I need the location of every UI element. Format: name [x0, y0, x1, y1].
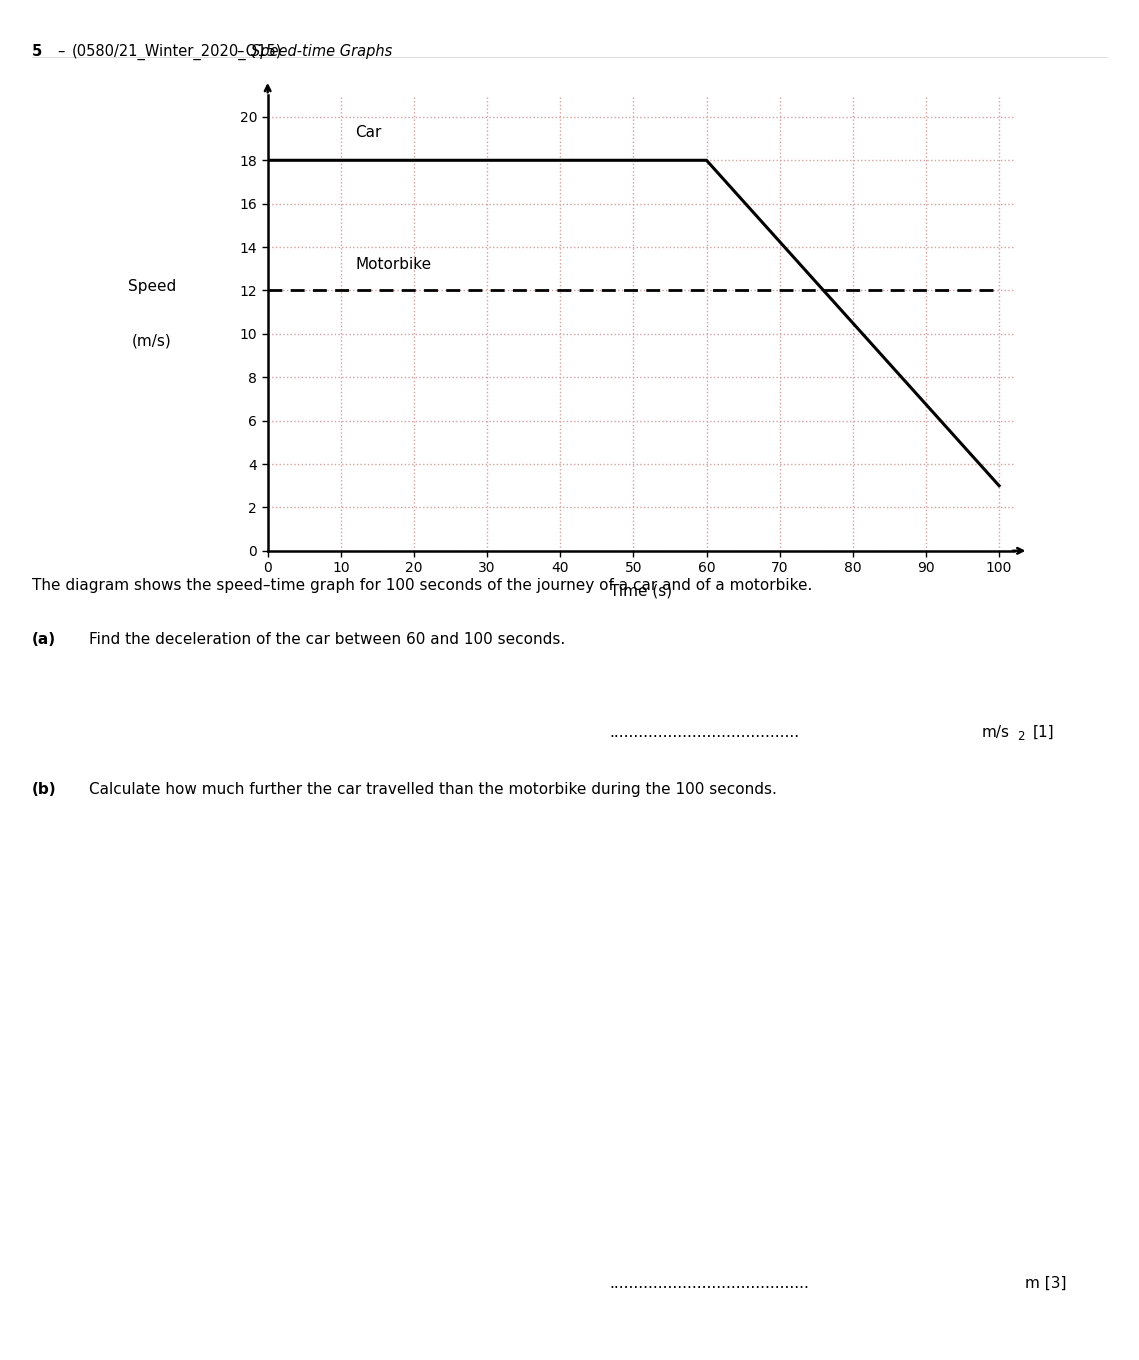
Text: .......................................: ....................................... — [609, 725, 800, 740]
Text: Car: Car — [355, 125, 382, 140]
Text: Motorbike: Motorbike — [355, 257, 432, 272]
Text: The diagram shows the speed–time graph for 100 seconds of the journey of a car a: The diagram shows the speed–time graph f… — [32, 578, 812, 593]
X-axis label: Time (s): Time (s) — [609, 583, 672, 598]
Text: –: – — [236, 44, 243, 58]
Text: Speed-time Graphs: Speed-time Graphs — [251, 44, 392, 58]
Text: –: – — [57, 44, 64, 58]
Text: 2: 2 — [1017, 730, 1025, 744]
Text: m/s: m/s — [982, 725, 1010, 740]
Text: Speed: Speed — [128, 279, 177, 294]
Text: (m/s): (m/s) — [132, 333, 172, 348]
Text: (b): (b) — [32, 782, 57, 797]
Text: (a): (a) — [32, 632, 56, 647]
Text: Calculate how much further the car travelled than the motorbike during the 100 s: Calculate how much further the car trave… — [89, 782, 777, 797]
Text: 5: 5 — [32, 44, 42, 58]
Text: .........................................: ........................................… — [609, 1276, 809, 1291]
Text: (0580/21_Winter_2020_Q15): (0580/21_Winter_2020_Q15) — [72, 44, 282, 60]
Text: [1]: [1] — [1033, 725, 1055, 740]
Text: Find the deceleration of the car between 60 and 100 seconds.: Find the deceleration of the car between… — [89, 632, 565, 647]
Text: m [3]: m [3] — [1025, 1276, 1066, 1291]
